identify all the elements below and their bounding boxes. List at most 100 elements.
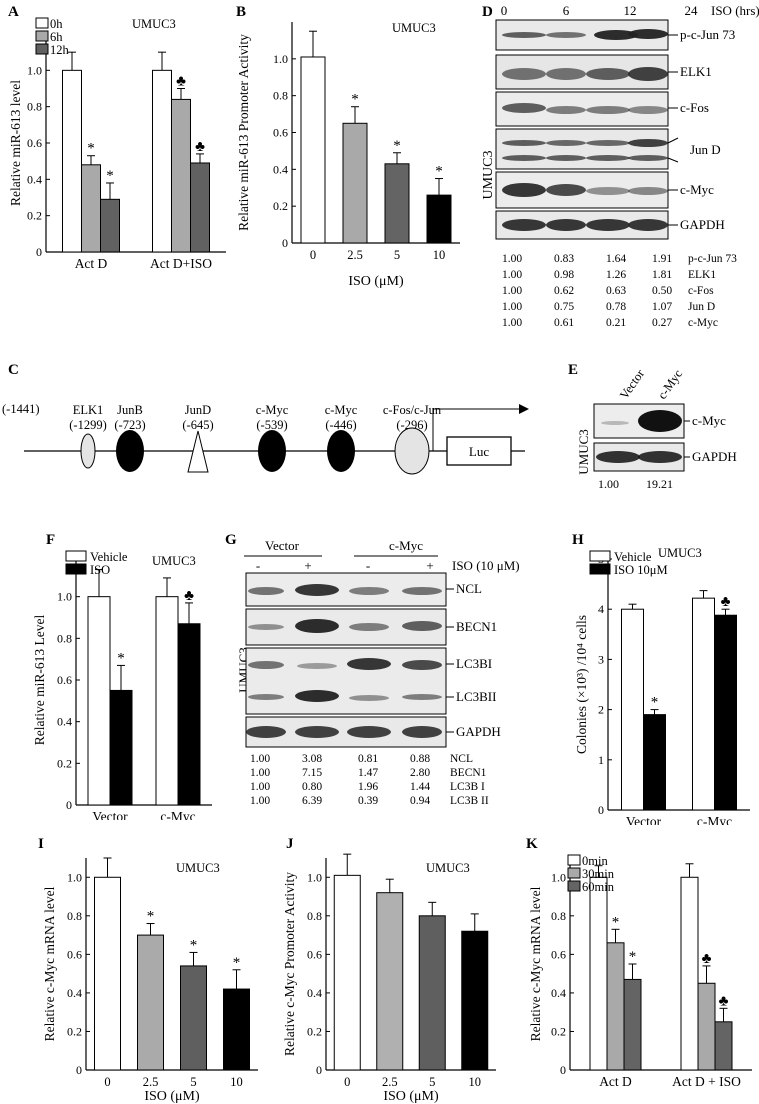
site-name: c-Myc (256, 403, 289, 417)
x-category-label: Act D (75, 256, 108, 271)
y-tick-label: 1 (598, 753, 604, 767)
time-label: 6 (563, 3, 570, 18)
promoter-diagram-c: (-1441) ELK1 (-1299) JunB (-723) JunD (-… (2, 402, 529, 475)
svg-text:7.15: 7.15 (302, 767, 322, 779)
bar (180, 965, 207, 1071)
svg-text:0.75: 0.75 (554, 301, 574, 313)
tss-arrowhead (519, 404, 529, 414)
chart-a: 0 0.2 0.4 0.6 0.8 1.0 Relative miR-613 level UM… (8, 17, 226, 271)
time-unit: ISO (hrs) (711, 3, 759, 18)
site-pos: (-645) (182, 418, 213, 432)
svg-text:1.00: 1.00 (502, 253, 522, 265)
svg-text:1.96: 1.96 (358, 781, 378, 793)
band-label: ELK1 (680, 64, 712, 79)
svg-text:0.39: 0.39 (358, 795, 378, 805)
bar (152, 69, 172, 253)
y-tick-label: 0.8 (307, 909, 322, 923)
blot-panel-e: Vector c-Myc UMUC3 c-Myc GAPDH 1.00 19.2… (576, 366, 737, 491)
lane-label: c-Myc (655, 367, 685, 402)
legend-label: 0h (50, 17, 63, 31)
x-tick-label: 10 (433, 248, 446, 262)
bar (621, 608, 644, 811)
y-tick-label: 0.4 (273, 162, 288, 176)
bar (384, 163, 410, 244)
svg-text:1.00: 1.00 (250, 753, 270, 765)
y-tick-label: 4 (598, 602, 604, 616)
significance-mark: * (147, 909, 155, 925)
y-tick-label: 0.6 (551, 947, 566, 961)
y-tick-label: 1.0 (57, 590, 72, 604)
significance-mark: * (351, 92, 359, 108)
y-tick-label: 0.6 (57, 673, 72, 687)
legend-swatch (589, 550, 611, 562)
cfos-cjun-site (394, 427, 430, 475)
y-tick-label: 0.4 (27, 172, 42, 186)
site-pos: (-539) (256, 418, 287, 432)
site-name: JunD (185, 403, 211, 417)
luc-label: Luc (469, 444, 489, 459)
treat-sign: - (256, 558, 260, 573)
legend-swatch (35, 17, 49, 29)
svg-text:1.47: 1.47 (358, 767, 378, 779)
x-axis-label: ISO (μM) (348, 274, 404, 289)
legend-label: Vehicle (614, 550, 652, 564)
panel-label-g: G (225, 532, 237, 548)
x-category-label: c-Myc (697, 814, 732, 825)
bar (643, 714, 666, 811)
significance-mark: * (190, 937, 198, 953)
legend-swatch (589, 563, 611, 575)
svg-text:0.83: 0.83 (554, 253, 574, 265)
bar (81, 164, 101, 253)
x-tick-label: 2.5 (347, 248, 363, 262)
quant-value: 1.00 (598, 477, 619, 491)
significance-mark: * (233, 955, 241, 971)
svg-text:0.21: 0.21 (606, 317, 626, 329)
time-label: 12 (624, 3, 637, 18)
x-axis-label: ISO (μM) (383, 1089, 439, 1104)
site-name: c-Myc (325, 403, 358, 417)
x-axis-label: ISO (μM) (144, 1089, 200, 1104)
significance-mark: * (651, 695, 659, 711)
blot-bands (246, 584, 442, 738)
svg-text:1.64: 1.64 (606, 253, 626, 265)
svg-text:6.39: 6.39 (302, 795, 322, 805)
bar (177, 623, 201, 806)
significance-mark: ♣ (195, 139, 205, 155)
cmyc-site (327, 430, 355, 472)
bar (714, 614, 737, 811)
svg-text:NCL: NCL (450, 753, 473, 765)
band-label: NCL (456, 581, 482, 596)
bar (376, 892, 404, 1071)
significance-mark: * (629, 949, 637, 965)
quant-table-d: 1.00 0.83 1.64 1.91 p-c-Jun 73 1.00 0.98 1.26 1… (502, 253, 737, 329)
bar (109, 689, 133, 806)
svg-text:0.81: 0.81 (358, 753, 378, 765)
time-label: 24 (685, 3, 699, 18)
y-tick-label: 0 (76, 1063, 82, 1077)
bar (155, 596, 179, 806)
legend-swatch (35, 43, 49, 55)
significance-mark: ♣ (702, 951, 712, 967)
x-tick-label: 5 (429, 1075, 435, 1089)
chart-h: 012345Colonies (×10³) /10⁴ cellsUMUC3*Ve… (574, 546, 750, 825)
x-category-label: Act D+ISO (150, 256, 212, 271)
band-arrows (667, 34, 679, 226)
blot-band (638, 410, 682, 432)
svg-text:1.00: 1.00 (502, 301, 522, 313)
significance-mark: * (393, 138, 401, 154)
svg-text:0.62: 0.62 (554, 285, 574, 297)
jund-site (187, 430, 209, 473)
significance-mark: * (435, 164, 443, 180)
x-tick-label: 5 (190, 1075, 196, 1089)
svg-text:1.00: 1.00 (250, 781, 270, 793)
svg-text:1.44: 1.44 (410, 781, 430, 793)
x-tick-label: 2.5 (143, 1075, 159, 1089)
quant-value: 19.21 (646, 477, 673, 491)
blot-band (596, 451, 640, 463)
bar (418, 915, 446, 1071)
bar (680, 876, 699, 1071)
svg-text:ELK1: ELK1 (688, 269, 716, 281)
svg-text:c-Myc: c-Myc (688, 317, 718, 329)
svg-text:1.81: 1.81 (652, 269, 672, 281)
svg-text:0.94: 0.94 (410, 795, 430, 805)
